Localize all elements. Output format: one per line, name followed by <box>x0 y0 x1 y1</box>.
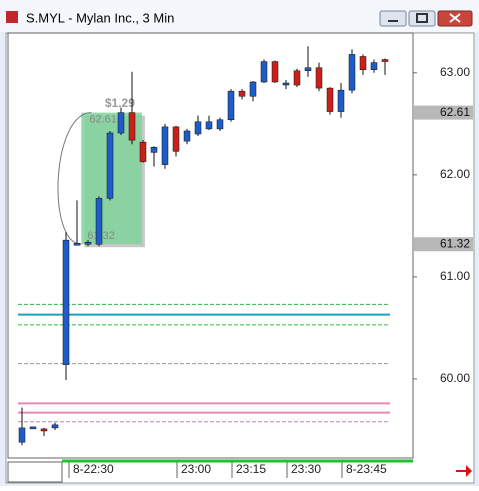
x-tick-label: 23:30 <box>291 462 321 476</box>
price-marker-label: 62.61 <box>440 105 470 119</box>
candle-body <box>150 147 158 153</box>
candle-body <box>227 90 235 120</box>
candle-body <box>172 126 180 152</box>
candle-body <box>381 59 389 62</box>
candle-body <box>183 130 191 142</box>
candle-body <box>249 81 257 97</box>
price-marker-box <box>414 105 473 120</box>
candle-body <box>282 82 290 86</box>
candle-body <box>271 61 279 83</box>
candle-body <box>84 241 92 245</box>
candle-body <box>18 427 26 443</box>
candle-body <box>128 112 136 141</box>
x-tick-label: 23:00 <box>181 462 211 476</box>
candle-body <box>337 89 345 112</box>
maximize-button[interactable] <box>408 10 436 27</box>
y-tick-label: 63.00 <box>440 65 470 79</box>
candle-body <box>326 87 334 112</box>
y-tick-label: 60.00 <box>440 371 470 385</box>
candle-body <box>194 121 202 135</box>
candle-body <box>95 198 103 245</box>
y-tick-label: 62.00 <box>440 167 470 181</box>
candle-body <box>51 424 59 429</box>
x-tick-label: 8-22:30 <box>73 462 114 476</box>
price-marker-label: 61.32 <box>440 236 470 250</box>
x-tick-label: 8-23:45 <box>346 462 387 476</box>
candle-body <box>29 426 37 430</box>
candle-body <box>205 121 213 130</box>
candle-body <box>106 132 114 199</box>
scroll-box[interactable] <box>7 461 63 483</box>
candle-body <box>73 242 81 246</box>
range-label: $1.29 <box>105 96 135 110</box>
price-marker-box <box>414 237 473 252</box>
candle-body <box>315 67 323 89</box>
y-tick-label: 61.00 <box>440 269 470 283</box>
app-icon <box>6 11 18 23</box>
range-bracket <box>57 112 92 245</box>
candle-body <box>238 90 246 97</box>
x-tick-label: 23:15 <box>236 462 266 476</box>
candle-body <box>348 54 356 91</box>
candle-body <box>293 70 301 86</box>
range-high-label: 62.61 <box>89 113 117 125</box>
candle-body <box>304 67 312 72</box>
candle-body <box>370 62 378 70</box>
candle-body <box>117 112 125 134</box>
candle-body <box>40 428 48 432</box>
minimize-button[interactable] <box>379 10 407 27</box>
candle-body <box>62 239 70 365</box>
scroll-right-arrow[interactable] <box>456 465 472 477</box>
window-title: S.MYL - Mylan Inc., 3 Min <box>26 10 174 25</box>
candle-body <box>359 56 367 70</box>
candle-body <box>260 61 268 83</box>
plot-frame <box>7 32 414 459</box>
candle-body <box>139 141 147 162</box>
candle-body <box>161 126 169 165</box>
candle-body <box>216 119 224 130</box>
